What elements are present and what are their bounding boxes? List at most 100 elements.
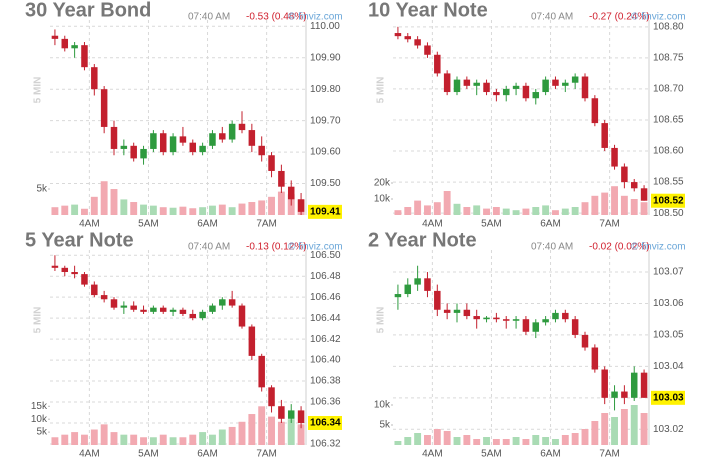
- chart-title: 10 Year Note: [368, 0, 488, 22]
- candle-body: [278, 170, 285, 187]
- volume-bar: [473, 439, 481, 445]
- chart-panel: 5 Year Note 07:40 AM -0.13 (0.12%)© finviz…: [25, 230, 343, 460]
- volume-bar: [268, 416, 275, 445]
- volume-bar: [218, 429, 226, 445]
- candle-body: [100, 295, 108, 300]
- candle-body: [219, 299, 226, 306]
- candle-body: [434, 54, 441, 74]
- candle-body: [228, 299, 236, 306]
- volume-bar: [71, 204, 79, 215]
- candle-body: [297, 199, 305, 212]
- x-tick-label: 7AM: [599, 449, 620, 460]
- candle-body: [159, 307, 167, 312]
- y-tick-label: 109.60: [310, 147, 341, 158]
- volume-bar: [552, 210, 559, 215]
- candle-body: [159, 133, 167, 153]
- candle-body: [522, 85, 530, 99]
- candle-body: [640, 372, 648, 398]
- y-tick-label: 109.70: [310, 115, 341, 126]
- volume-bar: [453, 203, 461, 215]
- volume-bar: [199, 432, 207, 445]
- x-tick-label: 6AM: [540, 219, 561, 230]
- volume-bar: [404, 437, 412, 445]
- candle-body: [130, 305, 137, 310]
- time-stamp: 07:40 AM: [531, 12, 573, 23]
- candle-body: [91, 67, 98, 90]
- volume-bar: [248, 202, 256, 215]
- volume-bar: [51, 207, 59, 215]
- candle-body: [61, 38, 69, 49]
- price-change: -0.13 (0.12%): [246, 242, 307, 253]
- y-tick-label: 106.38: [310, 376, 341, 387]
- volume-tick-label: 5k: [36, 427, 48, 438]
- candle-body: [150, 133, 157, 149]
- source-credit: © finviz.com: [288, 242, 343, 253]
- candle-body: [189, 142, 197, 153]
- candle-body: [268, 155, 275, 171]
- volume-bar: [169, 437, 177, 445]
- volume-bar: [522, 208, 530, 215]
- candle-body: [581, 76, 589, 99]
- volume-bar: [169, 207, 177, 215]
- volume-bar: [512, 437, 520, 445]
- volume-bar: [463, 435, 471, 445]
- y-tick-label: 106.48: [310, 271, 341, 282]
- volume-bar: [443, 431, 451, 445]
- candle-body: [268, 387, 275, 407]
- last-price-tag: [651, 390, 685, 405]
- candle-body: [453, 79, 461, 93]
- candle-body: [179, 309, 187, 314]
- volume-bar: [130, 434, 138, 445]
- candle-body: [287, 410, 295, 419]
- y-axis-label: 5 MIN: [33, 307, 44, 334]
- volume-bar: [130, 202, 138, 215]
- volume-bar: [502, 208, 510, 215]
- candle-body: [552, 312, 559, 320]
- x-tick-label: 5AM: [481, 449, 502, 460]
- candle-body: [562, 312, 569, 320]
- x-tick-label: 7AM: [256, 449, 277, 460]
- source-credit: © finviz.com: [631, 242, 686, 253]
- y-tick-label: 109.80: [310, 84, 341, 95]
- y-tick-label: 106.44: [310, 313, 341, 324]
- y-tick-label: 108.60: [653, 146, 684, 157]
- candle-body: [404, 36, 412, 40]
- x-tick-label: 6AM: [540, 449, 561, 460]
- volume-bar: [120, 434, 128, 445]
- volume-bar: [620, 409, 628, 445]
- volume-bar: [228, 426, 236, 445]
- candle-body: [581, 334, 589, 348]
- y-tick-label: 103.02: [653, 424, 684, 435]
- volume-bar: [581, 429, 589, 445]
- candle-body: [493, 317, 500, 320]
- volume-bar: [640, 413, 648, 445]
- candle-body: [100, 89, 108, 127]
- x-tick-label: 4AM: [422, 449, 443, 460]
- volume-bar: [620, 195, 628, 215]
- volume-bar: [552, 439, 559, 445]
- candle-body: [297, 410, 305, 423]
- volume-bar: [149, 437, 157, 445]
- last-price-label: 109.41: [310, 206, 341, 217]
- volume-bar: [159, 207, 167, 215]
- chart-panel: 10 Year Note 07:40 AM -0.27 (0.24%)© finvi…: [368, 0, 686, 230]
- candle-body: [571, 319, 579, 335]
- chart-title: 5 Year Note: [25, 230, 134, 252]
- volume-bar: [238, 203, 246, 215]
- volume-bar: [179, 206, 187, 215]
- y-tick-label: 108.75: [653, 53, 684, 64]
- volume-bar: [277, 191, 285, 215]
- candle-body: [552, 79, 559, 86]
- chart-title: 2 Year Note: [368, 230, 477, 252]
- candle-body: [443, 309, 451, 313]
- volume-bar: [443, 191, 451, 215]
- volume-bar: [581, 202, 589, 215]
- volume-bar: [601, 413, 609, 445]
- time-stamp: 07:40 AM: [188, 12, 230, 23]
- volume-bar: [561, 435, 569, 445]
- candle-body: [512, 319, 520, 321]
- candle-body: [238, 123, 246, 131]
- volume-bar: [591, 421, 599, 445]
- candle-body: [258, 355, 265, 388]
- time-stamp: 07:40 AM: [531, 242, 573, 253]
